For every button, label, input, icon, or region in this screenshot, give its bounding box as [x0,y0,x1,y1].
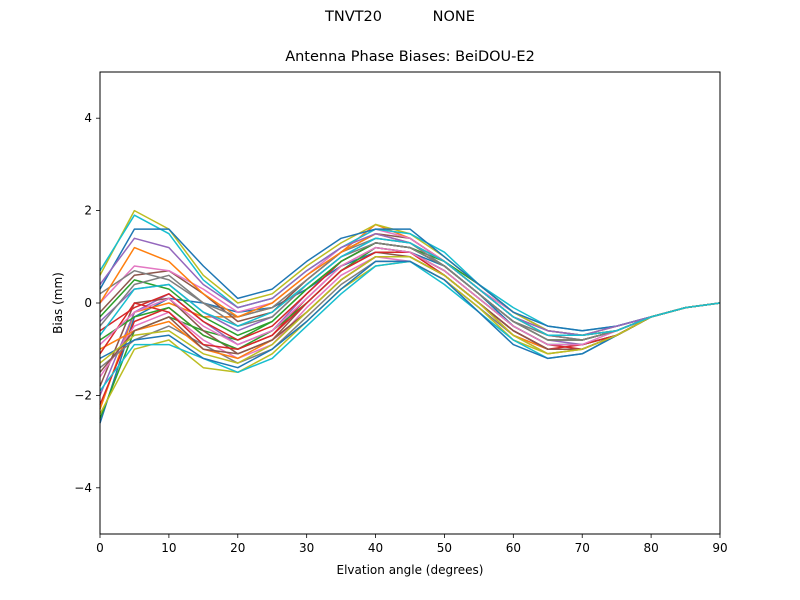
chart-title: Antenna Phase Biases: BeiDOU-E2 [285,49,535,65]
x-tick-label: 60 [506,541,521,555]
x-tick-label: 40 [368,541,383,555]
station-name: TNVT20 [325,9,382,25]
radome-name: NONE [432,9,475,25]
y-tick-label: −2 [74,388,92,402]
y-tick-label: 0 [84,296,92,310]
figure-suptitle: TNVT20 NONE [0,9,800,25]
series-line-21 [99,228,721,332]
y-tick-label: 2 [84,204,92,218]
y-axis-label: Bias (mm) [51,272,65,334]
x-tick-label: 90 [712,541,727,555]
series-line-17 [99,228,721,337]
x-tick-label: 20 [230,541,245,555]
x-tick-label: 0 [96,541,104,555]
series-line-6 [99,251,721,387]
x-tick-label: 30 [299,541,314,555]
x-axis-label: Elvation angle (degrees) [337,563,484,577]
series-line-30 [99,237,721,337]
series-line-3 [99,242,721,419]
x-tick-label: 70 [575,541,590,555]
x-tick-label: 10 [161,541,176,555]
series-line-18 [99,237,721,341]
x-axis: 0 10 20 30 40 50 60 70 80 90 [96,534,728,555]
x-tick-label: 80 [643,541,658,555]
y-tick-label: 4 [84,111,92,125]
series-line-29 [99,256,721,364]
series-line-11 [99,260,721,369]
y-tick-label: −4 [74,481,92,495]
series-line-1 [99,251,721,424]
series-line-15 [99,237,721,341]
series-lines [99,209,721,424]
x-tick-label: 50 [437,541,452,555]
y-axis: −4 −2 0 2 4 [74,111,100,495]
series-line-12 [99,256,721,360]
